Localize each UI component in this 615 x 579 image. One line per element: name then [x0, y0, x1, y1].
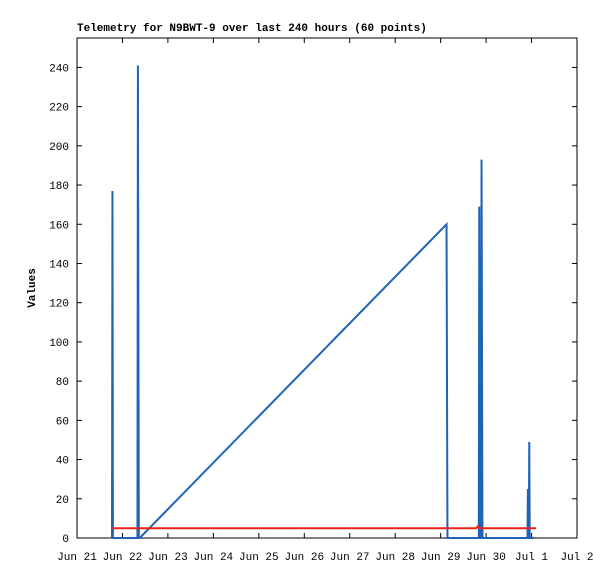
y-tick-label: 60 [56, 416, 69, 428]
x-tick-label: Jun 22 [103, 552, 143, 564]
x-tick-label: Jun 25 [239, 552, 279, 564]
plot-border [76, 37, 578, 539]
x-tick-label: Jun 21 [57, 552, 97, 564]
x-tick-label: Jun 26 [284, 552, 324, 564]
x-tick-label: Jul 1 [515, 552, 548, 564]
x-tick-label: Jun 27 [330, 552, 370, 564]
series-line [111, 65, 534, 539]
x-tick-label: Jun 30 [466, 552, 506, 564]
y-tick-label: 180 [49, 181, 69, 193]
y-tick-label: 140 [49, 259, 69, 271]
x-tick-label: Jun 28 [375, 552, 415, 564]
x-tick-label: Jun 23 [148, 552, 188, 564]
y-tick-label: 200 [49, 142, 69, 154]
y-axis-label: Values [27, 268, 39, 308]
series-line [112, 524, 537, 530]
x-tick-label: Jun 29 [421, 552, 461, 564]
y-tick-label: 0 [62, 534, 69, 546]
y-tick-label: 40 [56, 456, 69, 468]
y-tick-label: 220 [49, 103, 69, 115]
y-tick-label: 160 [49, 220, 69, 232]
x-tick-label: Jun 24 [194, 552, 234, 564]
chart-title: Telemetry for N9BWT-9 over last 240 hour… [77, 23, 427, 35]
y-tick-label: 100 [49, 338, 69, 350]
y-tick-label: 120 [49, 299, 69, 311]
y-tick-label: 20 [56, 495, 69, 507]
y-tick-label: 240 [49, 63, 69, 75]
x-tick-label: Jul 2 [560, 552, 593, 564]
y-tick-label: 80 [56, 377, 69, 389]
